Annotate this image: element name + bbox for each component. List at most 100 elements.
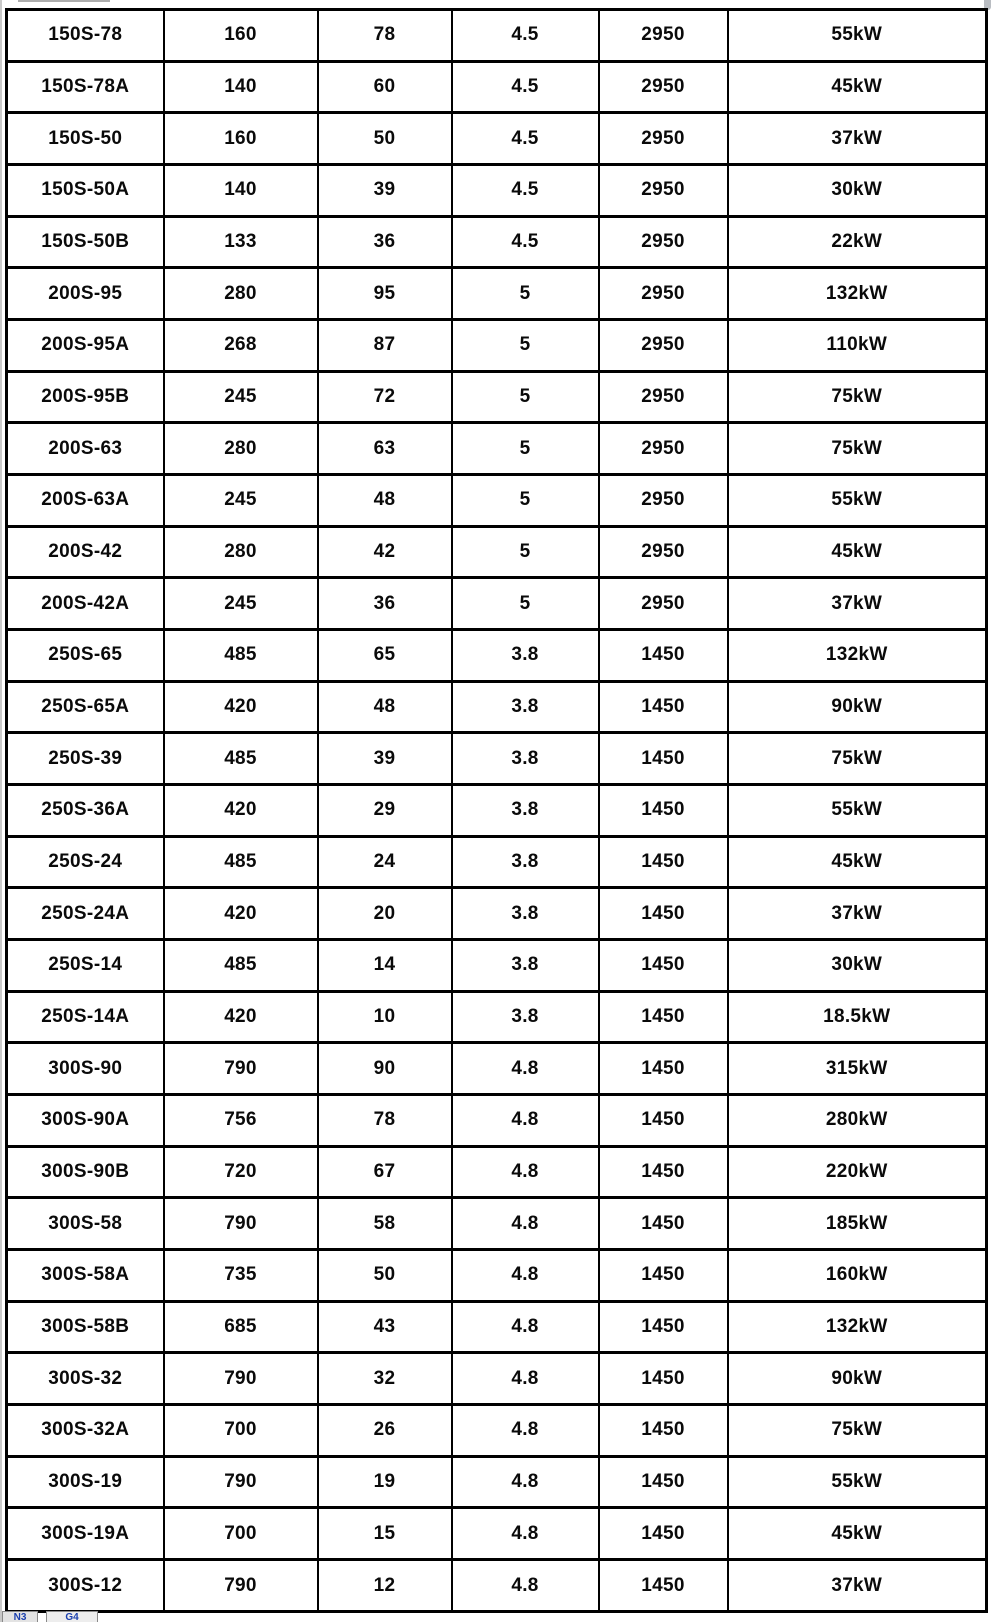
table-cell: 735 <box>162 1248 319 1303</box>
table-cell: 245 <box>162 576 319 632</box>
table-cell: 185kW <box>726 1196 988 1252</box>
table-cell: 75kW <box>726 1403 988 1458</box>
table-cell: 45kW <box>726 524 988 580</box>
table-cell: 420 <box>162 989 319 1045</box>
table-cell: 55kW <box>726 783 988 838</box>
table-row: 250S-39 485 39 3.8 1450 75kW <box>5 731 988 787</box>
table-cell: 19 <box>316 1454 453 1510</box>
table-row: 200S-42 280 42 5 2950 45kW <box>5 524 988 580</box>
table-cell: 140 <box>162 163 319 218</box>
table-cell: 1450 <box>597 1299 729 1355</box>
table-cell: 140 <box>162 59 319 115</box>
table-cell: 75kW <box>726 421 988 477</box>
table-cell: 280 <box>162 266 319 322</box>
table-cell: 2950 <box>597 163 729 218</box>
table-cell: 790 <box>162 1454 319 1510</box>
table-cell: 220kW <box>726 1144 988 1200</box>
table-cell: 200S-63A <box>5 473 165 528</box>
table-cell: 78 <box>316 8 453 63</box>
table-cell: 200S-95 <box>5 266 165 322</box>
table-cell: 50 <box>316 1248 453 1303</box>
table-cell: 300S-32A <box>5 1403 165 1458</box>
sheet-tab-stub-2[interactable]: G4 <box>46 1611 98 1622</box>
sheet-tab-stub-1[interactable]: N3 <box>2 1611 38 1622</box>
scrollbar-fragment[interactable] <box>984 0 991 10</box>
table-cell: 45kW <box>726 59 988 115</box>
table-cell: 1450 <box>597 1506 729 1562</box>
table-row: 250S-14 485 14 3.8 1450 30kW <box>5 938 988 993</box>
table-cell: 685 <box>162 1299 319 1355</box>
table-cell: 4.5 <box>450 163 600 218</box>
table-cell: 200S-63 <box>5 421 165 477</box>
table-cell: 65 <box>316 628 453 683</box>
table-cell: 300S-58 <box>5 1196 165 1252</box>
table-cell: 5 <box>450 576 600 632</box>
table-cell: 250S-24 <box>5 834 165 890</box>
table-cell: 36 <box>316 576 453 632</box>
table-cell: 18.5kW <box>726 989 988 1045</box>
table-cell: 15 <box>316 1506 453 1562</box>
table-cell: 2950 <box>597 111 729 167</box>
table-cell: 250S-65 <box>5 628 165 683</box>
table-cell: 4.8 <box>450 1248 600 1303</box>
table-cell: 67 <box>316 1144 453 1200</box>
table-cell: 720 <box>162 1144 319 1200</box>
table-cell: 790 <box>162 1041 319 1097</box>
table-cell: 1450 <box>597 679 729 735</box>
table-cell: 250S-39 <box>5 731 165 787</box>
table-cell: 72 <box>316 369 453 425</box>
table-row: 150S-50A 140 39 4.5 2950 30kW <box>5 163 988 218</box>
table-cell: 37kW <box>726 576 988 632</box>
table-cell: 133 <box>162 214 319 270</box>
table-cell: 250S-65A <box>5 679 165 735</box>
table-cell: 420 <box>162 783 319 838</box>
table-cell: 700 <box>162 1403 319 1458</box>
table-cell: 48 <box>316 679 453 735</box>
table-cell: 45kW <box>726 834 988 890</box>
table-cell: 200S-95A <box>5 318 165 373</box>
table-cell: 2950 <box>597 473 729 528</box>
sheet-tab-stub-1-label: N3 <box>13 1612 27 1622</box>
table-cell: 420 <box>162 679 319 735</box>
table-cell: 5 <box>450 473 600 528</box>
table-cell: 150S-50A <box>5 163 165 218</box>
table-cell: 37kW <box>726 111 988 167</box>
table-cell: 3.8 <box>450 989 600 1045</box>
table-cell: 200S-42A <box>5 576 165 632</box>
table-cell: 250S-14 <box>5 938 165 993</box>
table-cell: 90kW <box>726 679 988 735</box>
table-cell: 110kW <box>726 318 988 373</box>
table-cell: 2950 <box>597 369 729 425</box>
table-cell: 300S-19A <box>5 1506 165 1562</box>
table-cell: 160kW <box>726 1248 988 1303</box>
table-row: 250S-36A 420 29 3.8 1450 55kW <box>5 783 988 838</box>
table-cell: 1450 <box>597 834 729 890</box>
table-cell: 268 <box>162 318 319 373</box>
table-cell: 300S-90 <box>5 1041 165 1097</box>
table-cell: 30kW <box>726 938 988 993</box>
table-cell: 132kW <box>726 266 988 322</box>
screenshot-top-edge-artifact <box>18 0 110 2</box>
table-cell: 4.8 <box>450 1506 600 1562</box>
table-cell: 5 <box>450 266 600 322</box>
table-cell: 1450 <box>597 1248 729 1303</box>
table-row: 300S-58B 685 43 4.8 1450 132kW <box>5 1299 988 1355</box>
table-cell: 90kW <box>726 1351 988 1407</box>
table-cell: 1450 <box>597 989 729 1045</box>
table-cell: 75kW <box>726 731 988 787</box>
table-cell: 300S-90B <box>5 1144 165 1200</box>
table-cell: 250S-36A <box>5 783 165 838</box>
sheet-tab-stub-2-label: G4 <box>65 1612 79 1622</box>
table-cell: 4.5 <box>450 59 600 115</box>
table-cell: 3.8 <box>450 679 600 735</box>
table-cell: 300S-32 <box>5 1351 165 1407</box>
table-cell: 485 <box>162 938 319 993</box>
table-row: 300S-58 790 58 4.8 1450 185kW <box>5 1196 988 1252</box>
table-cell: 3.8 <box>450 628 600 683</box>
table-cell: 60 <box>316 59 453 115</box>
table-cell: 4.8 <box>450 1041 600 1097</box>
table-cell: 485 <box>162 628 319 683</box>
table-cell: 39 <box>316 731 453 787</box>
table-cell: 2950 <box>597 266 729 322</box>
